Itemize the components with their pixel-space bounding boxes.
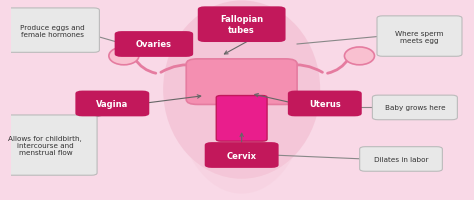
Text: Uterus: Uterus bbox=[309, 99, 341, 108]
Ellipse shape bbox=[163, 1, 320, 179]
Text: Ovaries: Ovaries bbox=[136, 40, 172, 49]
FancyBboxPatch shape bbox=[216, 96, 267, 141]
Ellipse shape bbox=[177, 6, 306, 194]
FancyBboxPatch shape bbox=[5, 9, 100, 53]
FancyBboxPatch shape bbox=[288, 91, 362, 117]
Text: Cervix: Cervix bbox=[227, 151, 256, 160]
Ellipse shape bbox=[345, 48, 374, 65]
Text: Fallopian
tubes: Fallopian tubes bbox=[220, 15, 263, 35]
Text: Produce eggs and
female hormones: Produce eggs and female hormones bbox=[20, 24, 85, 37]
FancyBboxPatch shape bbox=[373, 96, 457, 120]
FancyBboxPatch shape bbox=[115, 32, 193, 58]
Text: Where sperm
meets egg: Where sperm meets egg bbox=[395, 30, 444, 43]
Text: Vagina: Vagina bbox=[96, 99, 128, 108]
Text: Baby grows here: Baby grows here bbox=[384, 105, 445, 111]
FancyBboxPatch shape bbox=[205, 142, 279, 168]
FancyBboxPatch shape bbox=[377, 17, 462, 57]
FancyBboxPatch shape bbox=[0, 115, 97, 175]
FancyBboxPatch shape bbox=[360, 147, 442, 171]
FancyBboxPatch shape bbox=[186, 60, 297, 105]
FancyBboxPatch shape bbox=[75, 91, 149, 117]
Text: Allows for childbirth,
intercourse and
menstrual flow: Allows for childbirth, intercourse and m… bbox=[9, 135, 82, 155]
Ellipse shape bbox=[109, 48, 139, 65]
Text: Dilates in labor: Dilates in labor bbox=[374, 156, 428, 162]
FancyBboxPatch shape bbox=[198, 7, 285, 43]
